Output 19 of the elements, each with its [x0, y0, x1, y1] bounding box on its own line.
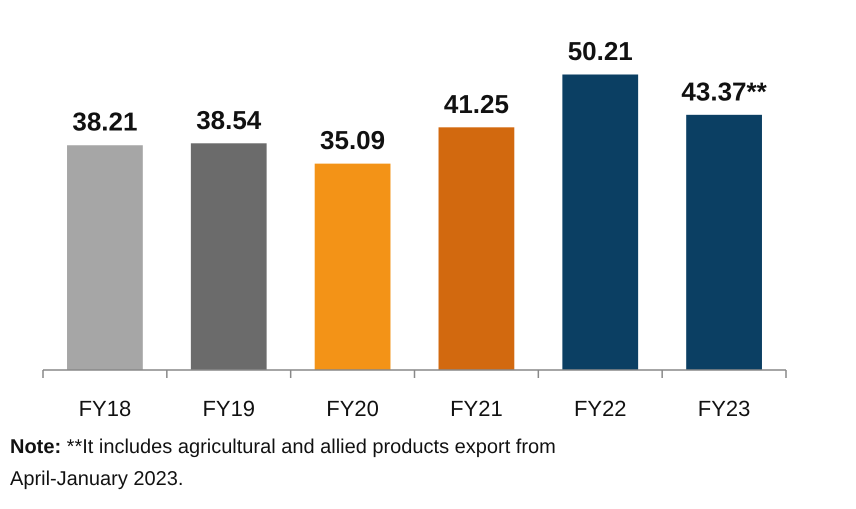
x-tick-label: FY20: [326, 396, 379, 421]
x-tick-label: FY21: [450, 396, 503, 421]
data-label: 38.21: [72, 106, 138, 137]
x-tick-label: FY18: [78, 396, 132, 421]
data-label: 41.25: [444, 88, 509, 119]
bar: [190, 142, 268, 370]
x-tick-label: FY23: [698, 396, 750, 421]
text: Note: **It includes agricultural and allied products export from April-January 2023.: [10, 436, 556, 490]
bar: [561, 74, 640, 370]
x-tick-label: FY22: [574, 396, 627, 421]
data-label: 43.37**: [681, 76, 768, 106]
x-tick-label: FY19: [202, 396, 256, 421]
data-label: 50.21: [568, 36, 633, 66]
bar: [66, 144, 144, 370]
bar: [438, 126, 516, 370]
data-label: 35.09: [320, 125, 386, 156]
bar: [314, 162, 392, 370]
bar: [685, 114, 763, 370]
data-label: 38.54: [196, 104, 262, 135]
